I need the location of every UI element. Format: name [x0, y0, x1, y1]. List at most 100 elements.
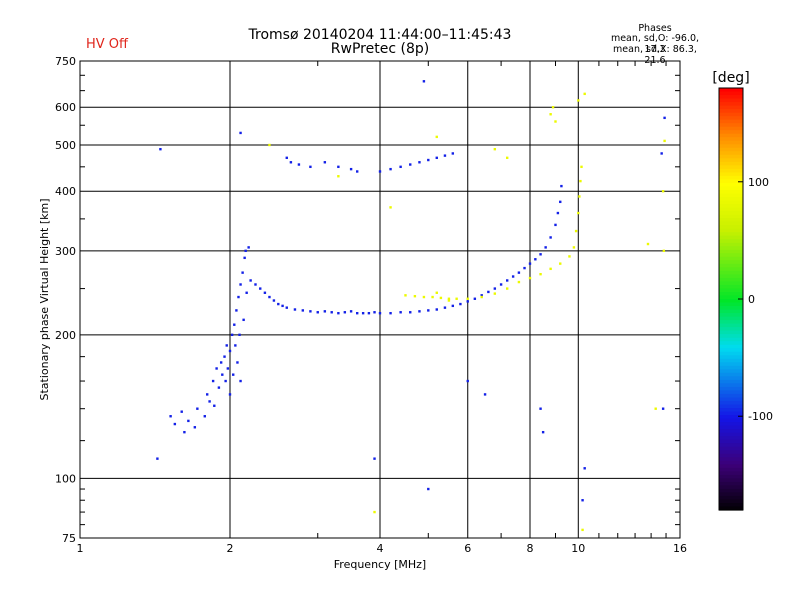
- colorbar-band: [719, 225, 743, 230]
- data-point-o: [285, 306, 288, 309]
- colorbar-band: [719, 369, 743, 374]
- data-point-o: [293, 308, 297, 311]
- data-point-x: [493, 147, 497, 151]
- data-point-o: [221, 373, 224, 376]
- data-point-o: [239, 379, 242, 383]
- colorbar-band: [719, 495, 743, 501]
- data-point-o: [554, 223, 557, 227]
- data-point-o: [378, 170, 382, 173]
- colorbar-band: [719, 88, 743, 93]
- colorbar-band: [719, 460, 743, 465]
- colorbar-band: [719, 281, 743, 286]
- colorbar-band: [719, 351, 743, 356]
- colorbar-band: [719, 295, 743, 300]
- data-point-x: [559, 262, 562, 265]
- data-point-x: [517, 280, 521, 284]
- data-point-o: [539, 253, 542, 256]
- data-point-o: [277, 302, 280, 306]
- colorbar-band: [719, 446, 743, 451]
- data-point-x: [577, 211, 580, 215]
- data-point-o: [225, 344, 228, 347]
- colorbar-band: [719, 211, 743, 216]
- data-point-o: [422, 80, 426, 83]
- colorbar-band: [719, 105, 743, 110]
- y-tick-label: 750: [55, 55, 76, 68]
- data-point-x: [577, 99, 580, 102]
- data-point-o: [309, 165, 312, 169]
- colorbar-band: [719, 348, 743, 353]
- colorbar-band: [719, 197, 743, 202]
- colorbar-band: [719, 158, 743, 163]
- colorbar-band: [719, 161, 743, 166]
- colorbar-band: [719, 249, 743, 254]
- data-point-x: [404, 294, 407, 297]
- data-point-o: [226, 367, 230, 370]
- data-point-o: [343, 311, 347, 314]
- data-point-o: [499, 283, 503, 286]
- data-point-o: [156, 457, 159, 460]
- data-point-x: [554, 120, 557, 123]
- data-point-o: [541, 430, 545, 434]
- data-point-x: [551, 106, 555, 109]
- data-point-o: [435, 156, 438, 160]
- data-point-o: [239, 131, 242, 135]
- data-point-o: [285, 156, 288, 160]
- data-point-x: [572, 246, 576, 249]
- data-point-o: [539, 407, 542, 410]
- data-point-o: [349, 310, 353, 313]
- data-point-o: [556, 211, 560, 215]
- colorbar-band: [719, 415, 743, 420]
- colorbar-band: [719, 330, 743, 335]
- colorbar-band: [719, 119, 743, 124]
- x-tick-label: 16: [673, 542, 687, 555]
- data-point-o: [232, 373, 235, 376]
- data-point-o: [241, 271, 244, 274]
- data-point-o: [451, 152, 455, 155]
- colorbar-band: [719, 291, 743, 297]
- data-point-o: [661, 407, 665, 410]
- phase-x-stats: mean, sd,X: 86.3, 21.6: [613, 44, 697, 66]
- data-point-o: [373, 457, 376, 460]
- colorbar-band: [719, 411, 743, 416]
- colorbar-band: [719, 499, 743, 504]
- colorbar-band: [719, 344, 743, 349]
- x-tick-label: 8: [527, 542, 534, 555]
- data-point-o: [183, 430, 186, 434]
- x-tick-label: 10: [571, 542, 585, 555]
- colorbar-band: [719, 323, 743, 328]
- data-point-o: [367, 311, 371, 315]
- colorbar-band: [719, 313, 743, 318]
- colorbar-band: [719, 425, 743, 430]
- colorbar-band: [719, 443, 743, 448]
- colorbar-band: [719, 488, 743, 494]
- data-point-x: [455, 297, 458, 300]
- data-point-o: [418, 161, 421, 164]
- data-point-o: [373, 311, 376, 314]
- plot-grid: [80, 61, 680, 538]
- data-point-o: [378, 311, 382, 315]
- colorbar-band: [719, 235, 743, 240]
- data-point-o: [323, 161, 327, 164]
- data-point-o: [355, 311, 359, 315]
- data-point-o: [560, 184, 563, 188]
- colorbar-band: [719, 299, 743, 304]
- data-point-o: [309, 310, 312, 313]
- data-point-o: [511, 275, 515, 278]
- colorbar-band: [719, 109, 743, 114]
- data-point-o: [211, 379, 215, 383]
- data-point-o: [427, 487, 430, 491]
- data-point-x: [581, 528, 584, 532]
- data-point-x: [447, 299, 451, 302]
- colorbar-band: [719, 147, 743, 152]
- colorbar-band: [719, 393, 743, 399]
- data-point-o: [242, 318, 245, 322]
- data-point-x: [373, 510, 376, 514]
- colorbar-band: [719, 137, 743, 142]
- colorbar-band: [719, 260, 743, 265]
- colorbar-band: [719, 98, 743, 103]
- colorbar-band: [719, 467, 743, 472]
- data-point-o: [435, 308, 438, 311]
- data-point-x: [268, 143, 271, 147]
- data-point-o: [549, 236, 552, 239]
- data-point-o: [493, 287, 497, 290]
